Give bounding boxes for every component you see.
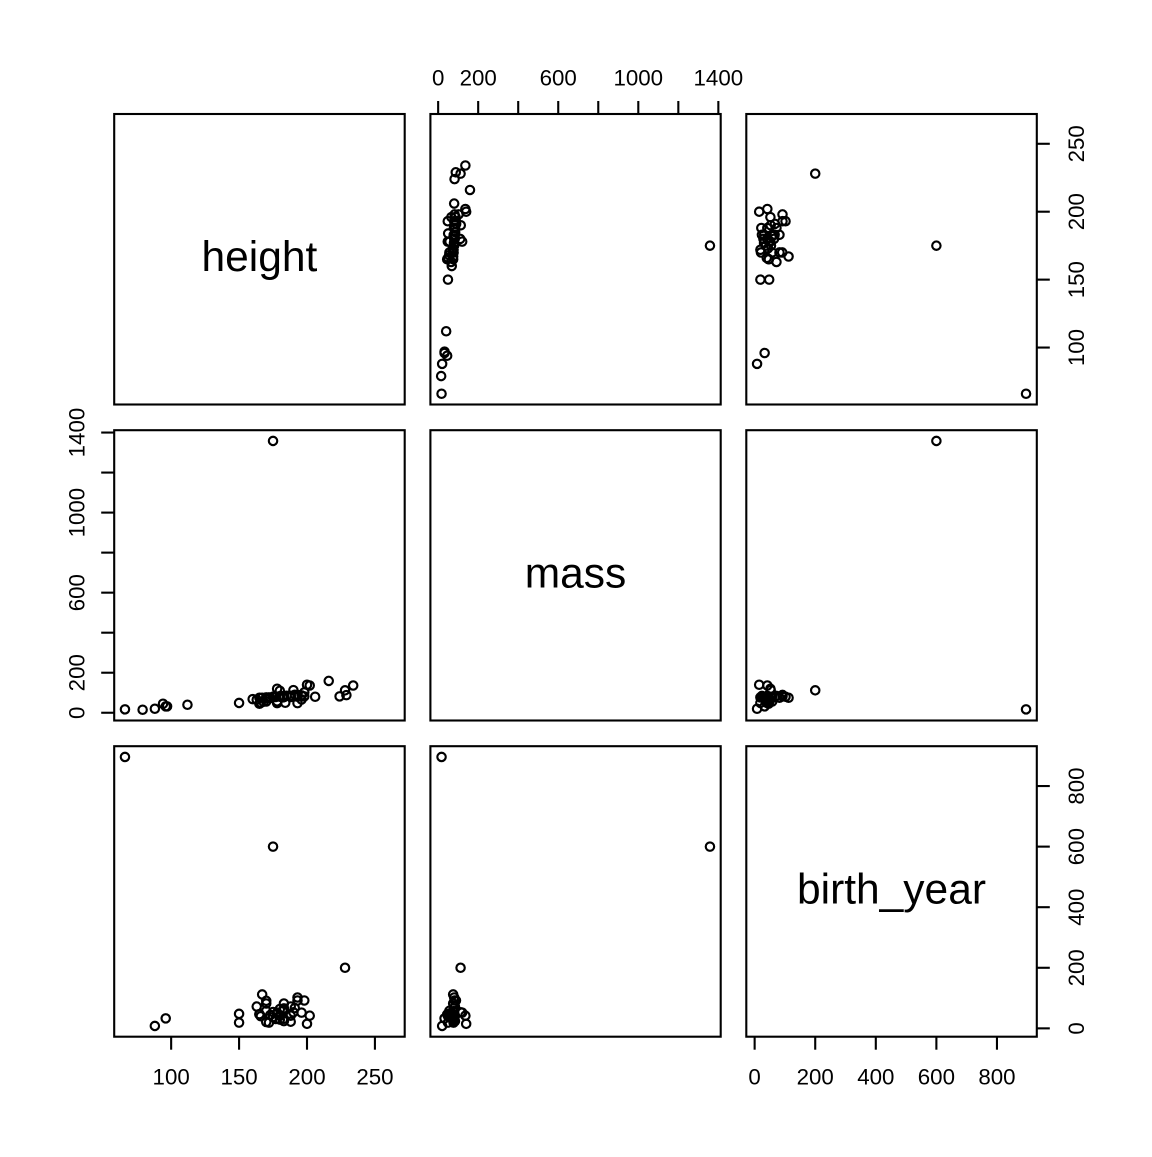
svg-text:200: 200 [1064,949,1089,986]
svg-text:250: 250 [1064,125,1089,162]
svg-text:1400: 1400 [65,408,90,458]
svg-text:150: 150 [1064,261,1089,298]
svg-text:200: 200 [65,654,90,691]
svg-text:600: 600 [1064,828,1089,865]
svg-text:mass: mass [525,550,627,597]
svg-text:250: 250 [356,1065,393,1090]
svg-text:200: 200 [460,66,497,91]
svg-text:600: 600 [65,574,90,611]
svg-text:200: 200 [1064,193,1089,230]
svg-text:100: 100 [153,1065,190,1090]
svg-text:0: 0 [748,1065,760,1090]
svg-text:1400: 1400 [694,66,744,91]
svg-text:400: 400 [1064,889,1089,926]
svg-text:0: 0 [65,707,90,719]
svg-text:150: 150 [220,1065,257,1090]
svg-text:1000: 1000 [613,66,663,91]
svg-text:400: 400 [857,1065,894,1090]
svg-text:0: 0 [1064,1022,1089,1034]
svg-text:height: height [202,234,318,281]
svg-text:200: 200 [797,1065,834,1090]
svg-text:200: 200 [288,1065,325,1090]
svg-text:600: 600 [540,66,577,91]
svg-text:800: 800 [1064,767,1089,804]
svg-text:birth_year: birth_year [797,867,986,914]
svg-text:1000: 1000 [65,488,90,538]
svg-text:600: 600 [918,1065,955,1090]
svg-text:100: 100 [1064,329,1089,366]
svg-text:0: 0 [432,66,444,91]
svg-text:800: 800 [978,1065,1015,1090]
